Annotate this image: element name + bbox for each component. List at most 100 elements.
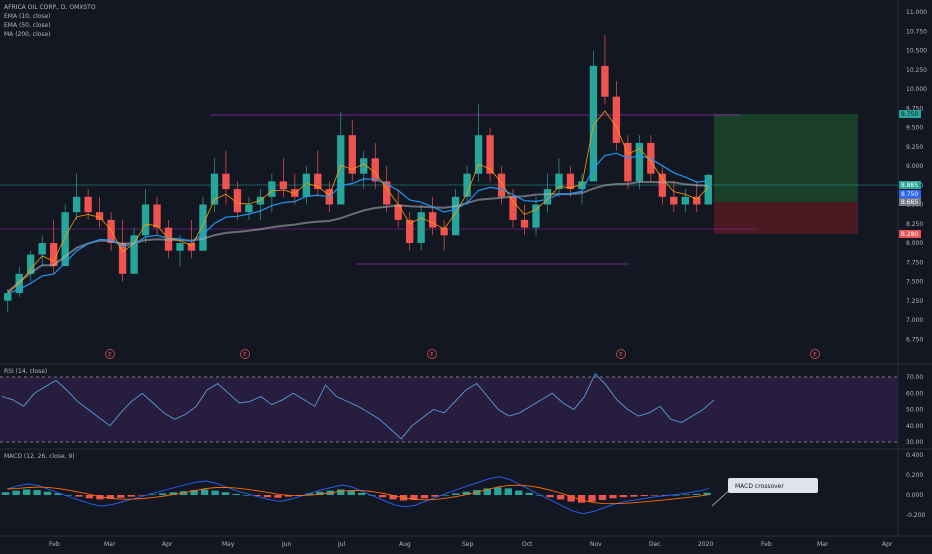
candle-body bbox=[153, 204, 161, 228]
time-axis-labels[interactable]: Feb Mar Apr May Jun Jul Aug Sep Oct Nov Dec 2020 Feb… bbox=[49, 541, 893, 548]
stop-zone[interactable] bbox=[714, 202, 858, 234]
macd-histogram-bar bbox=[598, 495, 607, 500]
legend-ma-200[interactable]: MA (200, close) bbox=[4, 31, 51, 38]
macd-histogram-bar bbox=[619, 495, 628, 498]
macd-histogram-bar bbox=[640, 495, 649, 497]
macd-histogram-bar bbox=[536, 495, 544, 496]
macd-histogram-bar bbox=[515, 490, 523, 495]
rsi-title[interactable]: RSI (14, close) bbox=[4, 368, 47, 375]
rsi-axis-label: 70.00 bbox=[906, 374, 923, 381]
candle-body bbox=[406, 219, 414, 243]
macd-histogram-bar bbox=[577, 495, 586, 503]
candle-body bbox=[463, 173, 471, 197]
time-axis-label: Mar bbox=[104, 541, 116, 548]
time-axis-label: Feb bbox=[49, 541, 60, 548]
legend-ema-50[interactable]: EMA (50, close) bbox=[4, 22, 51, 29]
candle-body bbox=[348, 135, 356, 174]
macd-histogram-bar bbox=[452, 493, 460, 495]
macd-histogram-bar bbox=[556, 495, 565, 500]
price-axis-label: 9.250 bbox=[906, 144, 923, 151]
candle-body bbox=[302, 173, 310, 197]
earnings-marker[interactable] bbox=[616, 349, 626, 359]
time-axis-label: Feb bbox=[761, 541, 772, 548]
price-axis-label: 10.500 bbox=[906, 48, 927, 55]
price-tag bbox=[899, 198, 921, 206]
price-axis-label: 7.250 bbox=[906, 298, 923, 305]
candle-body bbox=[314, 173, 322, 190]
macd-axis-label: 0.000 bbox=[906, 492, 923, 499]
earnings-marker[interactable] bbox=[105, 349, 115, 359]
macd-histogram-bar bbox=[22, 489, 31, 495]
candle-body bbox=[337, 135, 345, 205]
candle-body bbox=[95, 212, 104, 220]
earnings-marker[interactable] bbox=[427, 349, 437, 359]
candle-body bbox=[4, 293, 12, 301]
time-axis-label: 2020 bbox=[698, 541, 713, 548]
candle-body bbox=[532, 204, 540, 228]
macd-histogram-bar bbox=[588, 495, 596, 502]
price-axis-label: 10.250 bbox=[906, 67, 927, 74]
macd-histogram-bar bbox=[389, 495, 397, 500]
candle-body bbox=[417, 212, 425, 243]
time-axis-label: Apr bbox=[162, 541, 173, 548]
macd-histogram-bar bbox=[672, 495, 680, 496]
macd-histogram-bar bbox=[378, 495, 387, 498]
macd-histogram-bar bbox=[284, 495, 293, 497]
price-tag bbox=[899, 181, 921, 189]
rsi-axis-label: 50.00 bbox=[906, 407, 923, 414]
macd-histogram-bar bbox=[347, 490, 355, 495]
candle-body bbox=[704, 174, 712, 205]
macd-histogram-bar bbox=[274, 495, 282, 498]
time-axis-label: Apr bbox=[882, 541, 893, 548]
time-axis-label: Oct bbox=[522, 541, 533, 548]
macd-histogram-bar bbox=[358, 492, 366, 495]
macd-title[interactable]: MACD (12, 26, close, 9) bbox=[4, 453, 75, 460]
signal-line bbox=[7, 484, 709, 505]
macd-histogram-bar bbox=[483, 488, 491, 495]
earnings-marker-label: E bbox=[619, 352, 623, 358]
candle-body bbox=[451, 196, 460, 236]
candle-body bbox=[601, 65, 609, 97]
macd-histogram-bar bbox=[693, 493, 701, 495]
candle-body bbox=[383, 181, 391, 205]
candle-body bbox=[428, 212, 437, 228]
macd-histogram-bar bbox=[221, 492, 230, 495]
symbol-title: AFRICA OIL CORP., D, OMXSTO bbox=[4, 4, 96, 11]
time-axis-label: Jul bbox=[337, 541, 346, 548]
candle-body bbox=[394, 204, 402, 220]
price-axis-label: 7.000 bbox=[906, 317, 923, 324]
candle-body bbox=[27, 254, 35, 274]
candle-body bbox=[187, 243, 196, 251]
macd-axis-labels[interactable]: 0.400 0.200 0.000 -0.200 bbox=[906, 452, 926, 519]
earnings-marker[interactable] bbox=[240, 349, 250, 359]
macd-annotation-box[interactable] bbox=[728, 478, 818, 493]
price-tag bbox=[899, 230, 921, 238]
candle-body bbox=[486, 135, 494, 174]
candle-body bbox=[624, 142, 632, 182]
macd-histogram-bar bbox=[232, 493, 240, 495]
macd-histogram-bar bbox=[410, 495, 418, 500]
macd-histogram-bar bbox=[127, 495, 135, 497]
time-axis-label: Nov bbox=[590, 541, 602, 548]
candle-body bbox=[222, 173, 230, 190]
target-zone[interactable] bbox=[714, 114, 858, 202]
candle-body bbox=[176, 243, 184, 251]
candle-body bbox=[681, 196, 689, 205]
macd-histogram-bar bbox=[148, 494, 156, 496]
rsi-axis-labels[interactable]: 70.00 60.00 50.00 40.00 30.00 bbox=[906, 374, 923, 446]
price-axis-label: 6.750 bbox=[906, 336, 923, 343]
earnings-marker[interactable] bbox=[810, 349, 820, 359]
macd-histogram-bar bbox=[546, 495, 554, 498]
price-axis-label: 10.750 bbox=[906, 28, 927, 35]
legend-ema-10[interactable]: EMA (10, close) bbox=[4, 13, 51, 20]
macd-histogram-bar bbox=[609, 495, 617, 499]
macd-histogram-bar bbox=[651, 495, 659, 496]
macd-histogram-bar bbox=[117, 495, 125, 498]
candle-body bbox=[360, 158, 368, 174]
macd-histogram-bar bbox=[211, 490, 219, 495]
time-axis-label: Jun bbox=[281, 541, 292, 548]
